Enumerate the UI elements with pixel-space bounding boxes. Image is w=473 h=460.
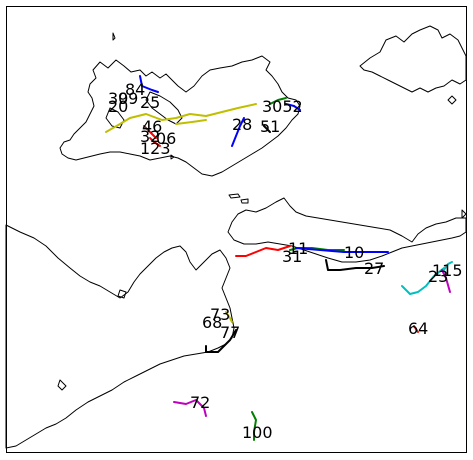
labels-layer: 84 30 20 99 25 3052 46 28 51 32 06 123 1… — [108, 80, 463, 442]
track-72-magenta — [173, 399, 207, 417]
track-label-51: 51 — [260, 117, 280, 136]
track-label-77: 77 — [220, 323, 240, 342]
track-label-10: 10 — [344, 243, 364, 262]
track-28 — [231, 117, 245, 147]
coastline-lower-left-landmass — [5, 224, 235, 449]
track-label-115: 115 — [432, 261, 463, 280]
track-46-red — [143, 125, 157, 139]
coastline-lower-left-islet-a — [117, 289, 127, 299]
track-label-31: 31 — [282, 247, 302, 266]
track-label-84: 84 — [125, 80, 145, 99]
track-label-46: 46 — [142, 117, 162, 136]
coastline-middle-landmass — [227, 197, 467, 263]
coastline-upper-bay — [105, 107, 125, 129]
track-77-black — [205, 329, 237, 353]
coastline-upper-island — [59, 55, 301, 177]
track-84 — [139, 75, 159, 93]
track-label-72: 72 — [190, 393, 210, 412]
track-label-06: 06 — [156, 129, 176, 148]
track-label-123: 123 — [140, 139, 171, 158]
coastline-islet-b — [228, 193, 241, 199]
track-23-cyan — [401, 267, 445, 295]
map-frame — [6, 6, 467, 453]
track-06-red — [149, 137, 161, 147]
coastline-lower-left-islet-b — [57, 379, 67, 391]
track-label-28: 28 — [232, 115, 252, 134]
track-100-green — [251, 411, 257, 441]
track-label-11: 11 — [288, 239, 308, 258]
coastline-top-right-islet — [447, 95, 457, 105]
coastline-islet-d — [170, 154, 175, 160]
track-115-magenta — [441, 269, 451, 293]
track-64-red — [413, 325, 419, 333]
track-73-yellow — [225, 311, 233, 323]
track-115-cyan — [443, 261, 453, 271]
track-51 — [263, 125, 271, 133]
track-label-68: 68 — [202, 313, 222, 332]
coastline-middle-islet — [461, 209, 467, 219]
track-10-blue — [295, 247, 389, 253]
track-label-30: 30 — [108, 89, 128, 108]
track-3052-green — [269, 97, 287, 105]
track-label-23: 23 — [428, 267, 448, 286]
track-label-99: 99 — [118, 89, 138, 108]
track-label-100: 100 — [242, 423, 273, 442]
track-label-32: 32 — [140, 127, 160, 146]
track-yellow-short — [175, 119, 207, 125]
track-27-black — [325, 259, 385, 271]
track-label-25: 25 — [140, 93, 160, 112]
track-yellow-main — [105, 103, 257, 133]
track-label-64: 64 — [408, 319, 428, 338]
track-31-red — [235, 245, 291, 257]
track-label-3052: 3052 — [262, 97, 303, 116]
track-label-27: 27 — [364, 259, 384, 278]
track-3052-blue — [285, 103, 301, 111]
coastline-islet-c — [240, 198, 249, 204]
coastline-top-right-landmass — [359, 25, 467, 93]
track-label-20: 20 — [108, 97, 128, 116]
tracks-layer — [105, 75, 453, 441]
track-label-73: 73 — [210, 305, 230, 324]
coastline-islet-a — [112, 32, 116, 41]
